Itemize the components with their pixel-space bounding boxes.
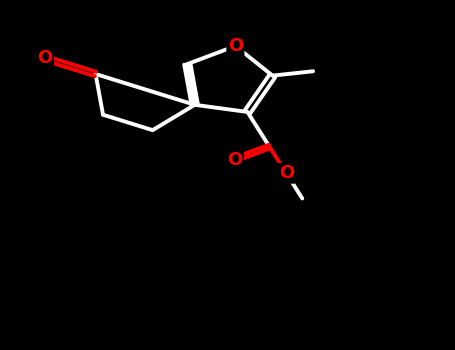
Text: O: O	[228, 37, 243, 55]
Text: O: O	[37, 49, 53, 67]
Text: O: O	[279, 164, 294, 182]
Text: O: O	[227, 150, 242, 169]
